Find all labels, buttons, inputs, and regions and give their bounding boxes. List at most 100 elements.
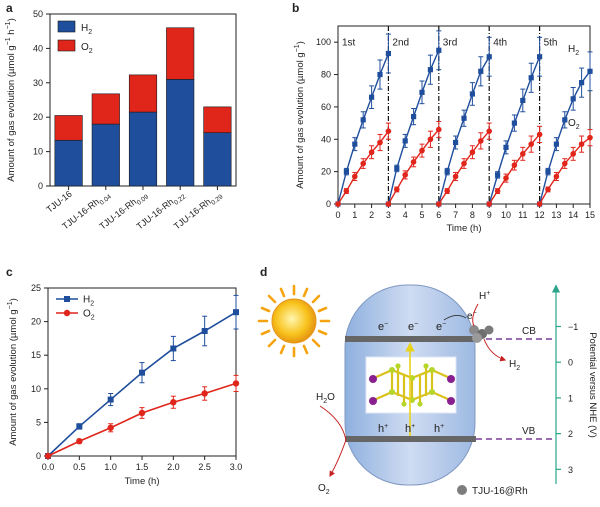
bar-h2-0: [54, 139, 83, 187]
bar-h2-4: [203, 132, 232, 187]
data-point-o2: [368, 149, 375, 156]
h2o-label: H2O: [316, 392, 335, 405]
data-point-o2: [536, 201, 543, 207]
legend-swatch-o2: [57, 39, 76, 52]
y-tick-label: 10: [33, 147, 43, 157]
cycle-label: 4th: [493, 37, 507, 48]
potential-tick-label: 1: [568, 393, 573, 403]
bar-o2-2: [128, 74, 158, 113]
series-label-subscript: 2: [575, 50, 579, 57]
data-point-o2: [444, 188, 451, 194]
series-line-h2-cycle-3: [438, 56, 490, 205]
panel-c: c 0 5 10 15 20 25 0.0 0.5 1.0 1.5 2.0 2.5 3.0 Time (h…: [6, 265, 242, 487]
data-point-o2: [528, 141, 534, 147]
data-point-o2: [76, 438, 83, 445]
y-tick-label: 20: [33, 112, 43, 122]
data-point-h2: [478, 68, 484, 74]
bar-o2-3: [166, 27, 195, 80]
series-line-h2-cycle-5: [538, 70, 591, 205]
bar-h2-3: [166, 79, 195, 187]
y-axis-label-part: Amount of gas evolution (µmol g: [8, 309, 19, 445]
x-tick-label: 0.0: [42, 462, 55, 472]
x-tick-label-subscript: 0.22: [173, 193, 188, 207]
legend-label-o2: O2: [81, 42, 93, 55]
x-tick-label: TJU-16: [44, 189, 73, 215]
data-point-h2: [486, 54, 492, 60]
data-point-h2: [537, 54, 543, 60]
data-point-o2: [138, 409, 146, 417]
data-point-h2: [587, 68, 593, 74]
legend-swatch-h2: [57, 20, 76, 33]
data-point-o2: [503, 175, 509, 181]
panel-a: a 0 10 20 30 40 50 Amount of gas evolution (µm…: [5, 1, 237, 231]
data-point-h2: [369, 94, 375, 100]
bar-h2-2: [128, 111, 158, 187]
data-point-h2: [528, 75, 534, 81]
x-tick-label: 1.5: [136, 462, 149, 472]
bar-o2-1: [91, 93, 120, 125]
y-tick-label: 15: [31, 350, 41, 360]
data-point-h2: [352, 141, 358, 147]
panel-c-letter: c: [6, 265, 13, 279]
data-point-o2: [170, 399, 177, 406]
h-plus-label: H+: [479, 290, 490, 302]
h-plus-arrow: [472, 303, 479, 327]
x-tick-label-main: TJU-16: [44, 189, 73, 215]
legend-label-subscript: 2: [88, 29, 92, 36]
data-point-o2: [201, 390, 208, 397]
potential-tick-label: −1: [568, 322, 578, 332]
electron-transfer-arrow: [443, 315, 467, 321]
legend-label-subscript: 2: [90, 301, 94, 308]
series-label-main: O: [568, 118, 576, 129]
o2-product-label: O2: [318, 483, 330, 496]
data-point-o2: [587, 134, 593, 141]
data-point-o2: [394, 186, 400, 193]
x-tick-label-subscript: 0.09: [136, 193, 151, 207]
series-line-h2: [47, 311, 237, 457]
data-point-o2: [511, 162, 518, 168]
cb-label: CB: [522, 326, 536, 337]
data-point-o2: [360, 160, 367, 167]
data-point-h2: [461, 115, 467, 121]
data-point-h2: [139, 369, 145, 376]
y-axis-label: Amount of gas evolution (µmol g−1): [7, 298, 19, 446]
data-point-h2: [76, 423, 83, 430]
data-point-h2: [233, 309, 239, 316]
x-tick-label: 1: [352, 210, 357, 220]
electron-label-2: e−: [408, 321, 418, 333]
x-tick-label: 2: [369, 210, 374, 220]
potential-tick-label: 0: [568, 358, 573, 368]
electron-label-1: e−: [378, 321, 388, 333]
data-point-o2: [419, 147, 425, 154]
legend-marker-h2: [64, 296, 70, 302]
y-axis-label-part: Amount of gas evolution (µmol g: [6, 45, 17, 181]
data-point-o2: [335, 201, 341, 207]
legend-label-main: O: [81, 42, 89, 53]
y-tick-label: 40: [321, 134, 331, 144]
data-point-o2: [436, 201, 442, 207]
h2-product-label: H2: [509, 359, 520, 372]
legend-label-o2: O2: [83, 309, 95, 322]
y-axis-label-superscript: −1: [5, 21, 12, 29]
data-point-o2: [385, 201, 392, 207]
x-tick-label: 5: [419, 210, 424, 220]
data-point-o2: [452, 173, 459, 180]
x-tick-label-subscript: 0.04: [99, 193, 114, 207]
data-point-o2: [352, 173, 358, 180]
panel-d-letter: d: [260, 265, 267, 279]
electron-label-3: e−: [436, 321, 446, 333]
x-tick-label: 3.0: [230, 462, 243, 472]
series-label-o2: O2: [568, 118, 580, 131]
x-tick-label: 14: [568, 210, 578, 220]
y-axis-label-part: ): [295, 41, 306, 44]
y-axis-label-part: Amount of gas evolution (µmol g: [295, 52, 306, 188]
x-tick-label: 9: [487, 210, 492, 220]
x-tick-label-subscript: 0.29: [210, 193, 225, 207]
data-point-h2: [201, 328, 208, 335]
catalyst-legend-dot: [457, 485, 467, 495]
data-point-h2: [107, 396, 114, 403]
bar-o2-4: [203, 106, 232, 133]
data-point-o2: [486, 128, 493, 134]
series-label-h2: H2: [568, 44, 579, 57]
